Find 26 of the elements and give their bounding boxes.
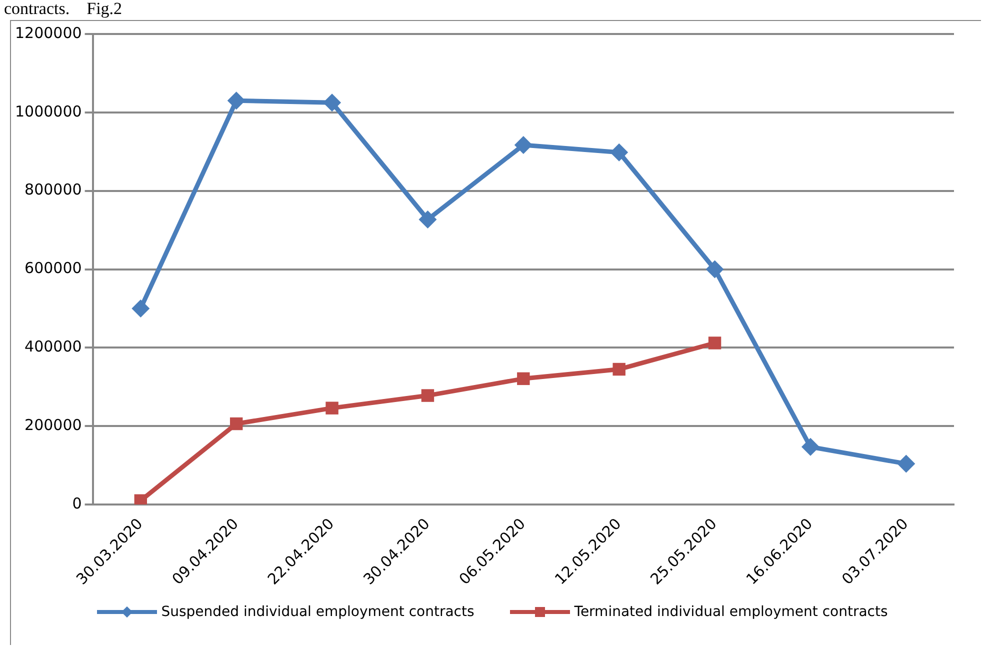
point (517, 372, 530, 386)
point (612, 362, 626, 376)
y-tick-label: 1200000 (14, 24, 82, 42)
text: contracts. Fig.2 (4, 0, 122, 18)
legend-label: Suspended individual employment contracts (161, 604, 474, 620)
point (897, 454, 916, 473)
y-tick-label: 800000 (24, 180, 82, 199)
point (134, 494, 148, 505)
point (227, 92, 246, 110)
point (610, 143, 628, 162)
point (323, 94, 342, 112)
point (132, 299, 150, 318)
point (421, 389, 434, 402)
point (418, 210, 437, 228)
y-tick-label: 600000 (24, 259, 82, 278)
point (801, 438, 820, 456)
y-tick-label: 1000000 (14, 102, 82, 120)
point (514, 136, 532, 154)
point (706, 260, 724, 278)
y-tick-label: 0 (72, 494, 82, 512)
y-tick-label: 200000 (24, 416, 82, 434)
point (230, 417, 243, 430)
y-tick-label: 400000 (24, 338, 82, 356)
point (708, 336, 722, 350)
point (326, 402, 338, 414)
legend-label: Terminated individual employment contracts (574, 604, 888, 620)
